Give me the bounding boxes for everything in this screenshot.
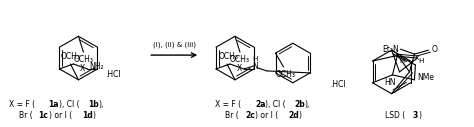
- Text: O: O: [431, 45, 438, 54]
- Text: N: N: [252, 62, 258, 72]
- Text: ),: ),: [305, 100, 310, 109]
- Text: X: X: [80, 64, 85, 73]
- Text: H: H: [419, 58, 424, 64]
- Text: 2c: 2c: [245, 112, 255, 121]
- Text: ): ): [419, 112, 421, 121]
- Text: 2b: 2b: [295, 100, 306, 109]
- Text: 1d: 1d: [82, 112, 93, 121]
- Text: ), Cl (: ), Cl (: [265, 100, 285, 109]
- Text: .HCl: .HCl: [105, 70, 121, 79]
- Text: 3: 3: [412, 112, 418, 121]
- Text: X: X: [237, 64, 242, 73]
- Text: X = F (: X = F (: [215, 100, 241, 109]
- Text: OCH₃: OCH₃: [219, 52, 239, 61]
- Text: OCH₃: OCH₃: [61, 52, 81, 61]
- Text: ) or I (: ) or I (: [48, 112, 72, 121]
- Text: Br (: Br (: [18, 112, 32, 121]
- Text: X = F (: X = F (: [9, 100, 35, 109]
- Text: OCH₃: OCH₃: [73, 55, 93, 64]
- Text: H: H: [252, 56, 258, 62]
- Text: HN: HN: [384, 78, 395, 87]
- Text: ),: ),: [99, 100, 104, 109]
- Text: Br (: Br (: [225, 112, 239, 121]
- Text: ): ): [299, 112, 302, 121]
- Text: ): ): [92, 112, 95, 121]
- Text: ), Cl (: ), Cl (: [58, 100, 79, 109]
- Text: ) or I (: ) or I (: [255, 112, 278, 121]
- Text: 2a: 2a: [255, 100, 265, 109]
- Text: 1c: 1c: [38, 112, 48, 121]
- Text: OCH₃: OCH₃: [275, 70, 295, 79]
- Text: .HCl: .HCl: [330, 80, 346, 89]
- Text: 2d: 2d: [289, 112, 300, 121]
- Text: LSD (: LSD (: [384, 112, 405, 121]
- Text: Et₂N: Et₂N: [382, 45, 399, 54]
- Text: NMe: NMe: [418, 73, 434, 82]
- Text: OCH₃: OCH₃: [230, 55, 250, 64]
- Text: 1a: 1a: [48, 100, 59, 109]
- Text: 1b: 1b: [89, 100, 99, 109]
- Text: (i), (ii) & (iii): (i), (ii) & (iii): [153, 42, 196, 48]
- Text: NH₂: NH₂: [90, 62, 104, 72]
- Text: H: H: [400, 58, 405, 64]
